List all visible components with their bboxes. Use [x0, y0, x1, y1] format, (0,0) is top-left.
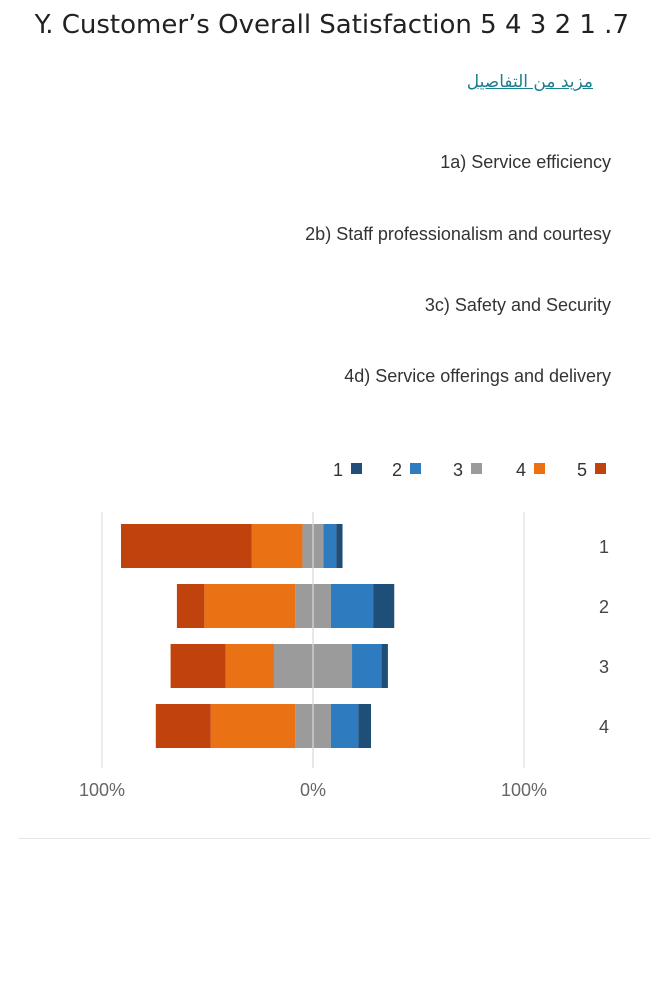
- bar-segment-series-1-cat-2: [373, 584, 395, 628]
- question-item-3: 3c) Safety and Security: [424, 295, 611, 315]
- question-item-4: 4d) Service offerings and delivery: [344, 366, 611, 386]
- legend-swatch-2: [410, 463, 421, 474]
- question-title: Y. Customer’s Overall Satisfaction 5 4 3…: [34, 10, 629, 40]
- bar-segment-series-5-cat-3: [170, 644, 226, 688]
- legend-label-2: 2: [392, 460, 402, 480]
- legend-swatch-4: [534, 463, 545, 474]
- divider: [18, 838, 650, 839]
- legend-swatch-1: [351, 463, 362, 474]
- satisfaction-chart: 1 2 3 4 100% 0% 100% 1 2 3 4 5: [79, 460, 609, 800]
- x-tick-label-0: 100%: [79, 780, 125, 800]
- bar-segment-series-2-cat-3: [352, 644, 382, 688]
- legend-swatch-5: [595, 463, 606, 474]
- bar-segment-series-4-cat-3: [225, 644, 274, 688]
- category-label-2: 2: [599, 597, 609, 617]
- bar-segment-series-5-cat-1: [120, 524, 252, 568]
- bar-segment-series-5-cat-4: [155, 704, 211, 748]
- bar-segment-series-2-cat-2: [330, 584, 374, 628]
- more-details-link[interactable]: مزيد من التفاصيل: [466, 72, 593, 92]
- bar-segment-series-1-cat-3: [381, 644, 388, 688]
- x-tick-label-1: 0%: [300, 780, 326, 800]
- category-label-3: 3: [599, 657, 609, 677]
- legend-label-1: 1: [333, 460, 343, 480]
- bar-segment-series-1-cat-1: [336, 524, 343, 568]
- legend-label-3: 3: [453, 460, 463, 480]
- question-item-2: 2b) Staff professionalism and courtesy: [305, 224, 611, 244]
- bar-segment-series-5-cat-2: [176, 584, 205, 628]
- bar-segment-series-2-cat-4: [330, 704, 359, 748]
- bar-segment-series-4-cat-4: [210, 704, 296, 748]
- legend-label-4: 4: [516, 460, 526, 480]
- x-tick-label-2: 100%: [501, 780, 547, 800]
- question-item-1: 1a) Service efficiency: [440, 152, 611, 172]
- bar-segment-series-4-cat-2: [204, 584, 296, 628]
- category-label-1: 1: [599, 537, 609, 557]
- bar-segment-series-4-cat-1: [251, 524, 303, 568]
- bar-segment-series-1-cat-4: [358, 704, 372, 748]
- legend-swatch-3: [471, 463, 482, 474]
- legend-label-5: 5: [577, 460, 587, 480]
- category-label-4: 4: [599, 717, 609, 737]
- bar-segment-series-2-cat-1: [323, 524, 337, 568]
